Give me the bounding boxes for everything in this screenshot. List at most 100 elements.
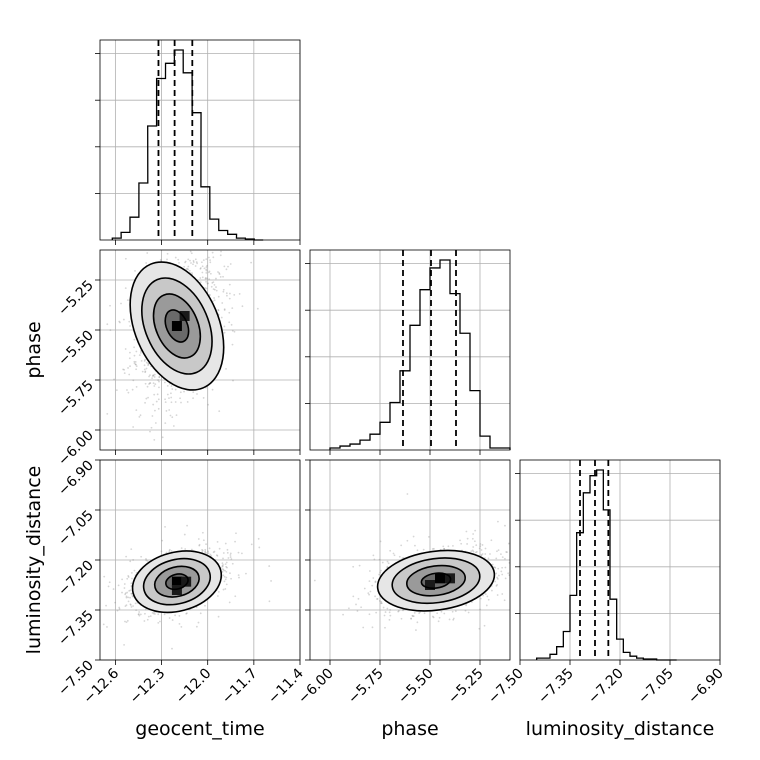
sample-point [416,621,419,624]
sample-point [224,542,227,545]
sample-point [501,566,504,569]
sample-point [186,267,189,270]
sample-point [228,292,231,295]
sample-point [230,323,233,326]
sample-point [233,294,236,296]
sample-point [225,583,228,586]
sample-point [216,540,219,543]
sample-point [232,379,234,382]
sample-point [134,602,137,605]
sample-point [164,398,166,401]
sample-point [220,250,222,253]
sample-point [208,270,211,273]
sample-point [134,363,137,366]
sample-point [127,575,130,577]
sample-point [388,618,391,621]
sample-point [223,244,225,246]
sample-point [159,620,161,623]
sample-point [126,619,129,622]
xtick-label-luminosity-distance-4: −6.90 [685,666,727,708]
sample-point [372,554,375,557]
sample-point [388,611,391,614]
sample-point [470,550,473,553]
sample-point [483,624,486,627]
sample-point [451,610,454,613]
sample-point [443,548,446,550]
panel-geocent-time-vs-phase [99,249,301,451]
sample-point [135,385,138,388]
sample-point [138,415,141,418]
sample-point [215,277,217,280]
ytick-label-phase-2: −5.50 [55,328,97,370]
sample-point [231,307,234,309]
histogram-geocent-time [111,49,264,241]
sample-point [220,316,223,319]
sample-point [386,565,389,568]
sample-point [122,368,125,371]
sample-point [134,360,137,363]
sample-point [222,552,225,554]
xtick-label-geocent-time-3: −11.7 [219,666,261,708]
sample-point [241,552,243,555]
sample-point [197,538,200,540]
sample-point [512,575,514,577]
sample-point [199,267,202,270]
sample-point [358,564,361,567]
sample-point [114,601,117,604]
sample-point [480,549,483,551]
sample-point [159,258,162,261]
sample-point [205,280,208,283]
sample-point [154,613,156,615]
contour-phase-vs-luminosity-distance-0 [420,572,452,590]
sample-point [225,268,228,271]
sample-point [465,604,468,607]
sample-point [201,549,204,552]
sample-point [439,661,441,663]
sample-point [137,613,140,616]
sample-point [398,555,401,558]
sample-point [120,302,122,305]
sample-point [398,609,400,612]
sample-point [268,600,271,603]
sample-point [217,590,220,593]
sample-point [500,553,502,555]
sample-point [168,548,171,551]
sample-point [392,552,395,555]
sample-point [204,287,207,289]
sample-point [234,540,236,543]
sample-point [414,544,416,547]
sample-point [181,226,183,228]
sample-point [130,582,133,585]
sample-point [202,397,205,399]
sample-point [147,615,150,618]
sample-point [222,275,224,278]
sample-point [256,307,259,310]
sample-point [124,257,127,260]
contour-phase-vs-luminosity-distance-2 [391,557,481,605]
sample-point [406,539,409,542]
contour-geocent-time-vs-phase-3 [129,261,225,391]
sample-point [479,545,482,548]
sample-point [160,550,163,553]
sample-point [128,589,130,592]
sample-point [123,583,126,585]
sample-point [127,367,129,369]
sample-point [229,552,232,555]
sample-point [161,436,164,439]
sample-point [376,598,378,600]
sample-point [226,294,228,297]
sample-point [157,379,160,381]
sample-point [139,414,142,417]
sample-point [147,396,149,399]
sample-point [145,233,147,235]
sample-point [356,610,359,612]
sample-point [103,575,106,578]
sample-point [185,268,188,270]
sample-point [108,581,111,584]
sample-point [188,269,191,272]
sample-point [374,595,376,598]
sample-point [205,543,207,546]
sample-point [551,542,553,544]
sample-point [155,210,157,212]
sample-point [209,261,212,264]
